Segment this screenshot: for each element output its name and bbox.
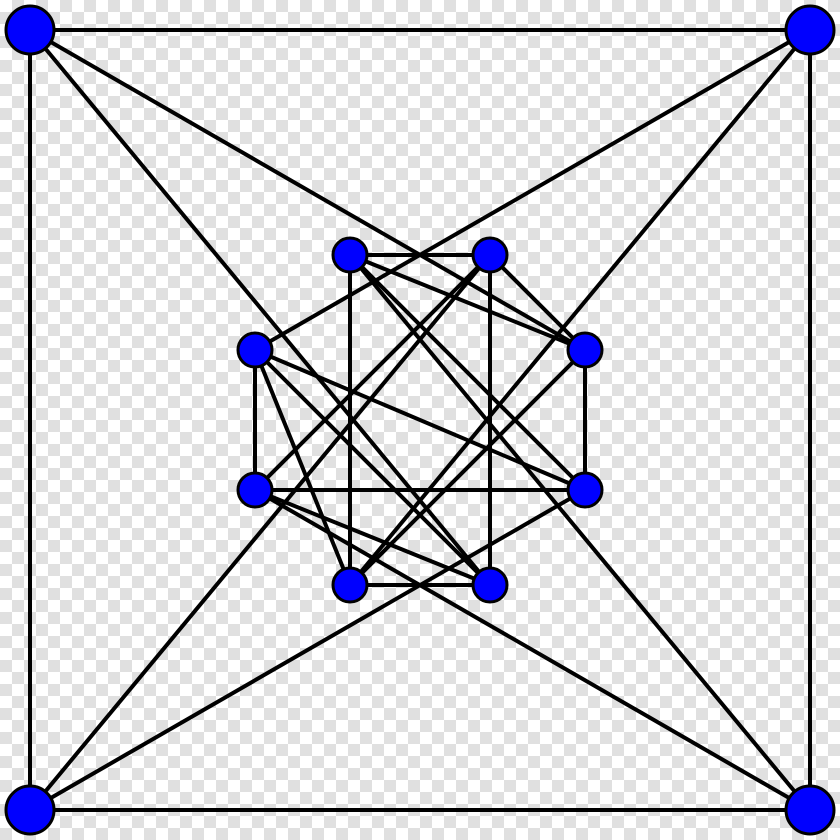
graph-edge [255, 490, 490, 585]
graph-node [238, 333, 272, 367]
graph-node [333, 568, 367, 602]
edges-layer [30, 30, 810, 810]
graph-node [6, 786, 54, 834]
graph-edge [350, 255, 585, 490]
graph-node [568, 473, 602, 507]
graph-node [473, 568, 507, 602]
graph-node [568, 333, 602, 367]
graph-node [473, 238, 507, 272]
graph-edge [350, 255, 585, 350]
graph-edge [255, 255, 490, 490]
graph-diagram [0, 0, 840, 840]
graph-edge [350, 350, 585, 585]
graph-node [6, 6, 54, 54]
graph-edge [255, 30, 810, 350]
graph-node [238, 473, 272, 507]
graph-node [333, 238, 367, 272]
graph-edge [255, 490, 810, 810]
graph-node [786, 6, 834, 54]
graph-edge [255, 350, 490, 585]
graph-edge [30, 30, 585, 350]
graph-edge [30, 490, 585, 810]
graph-node [786, 786, 834, 834]
